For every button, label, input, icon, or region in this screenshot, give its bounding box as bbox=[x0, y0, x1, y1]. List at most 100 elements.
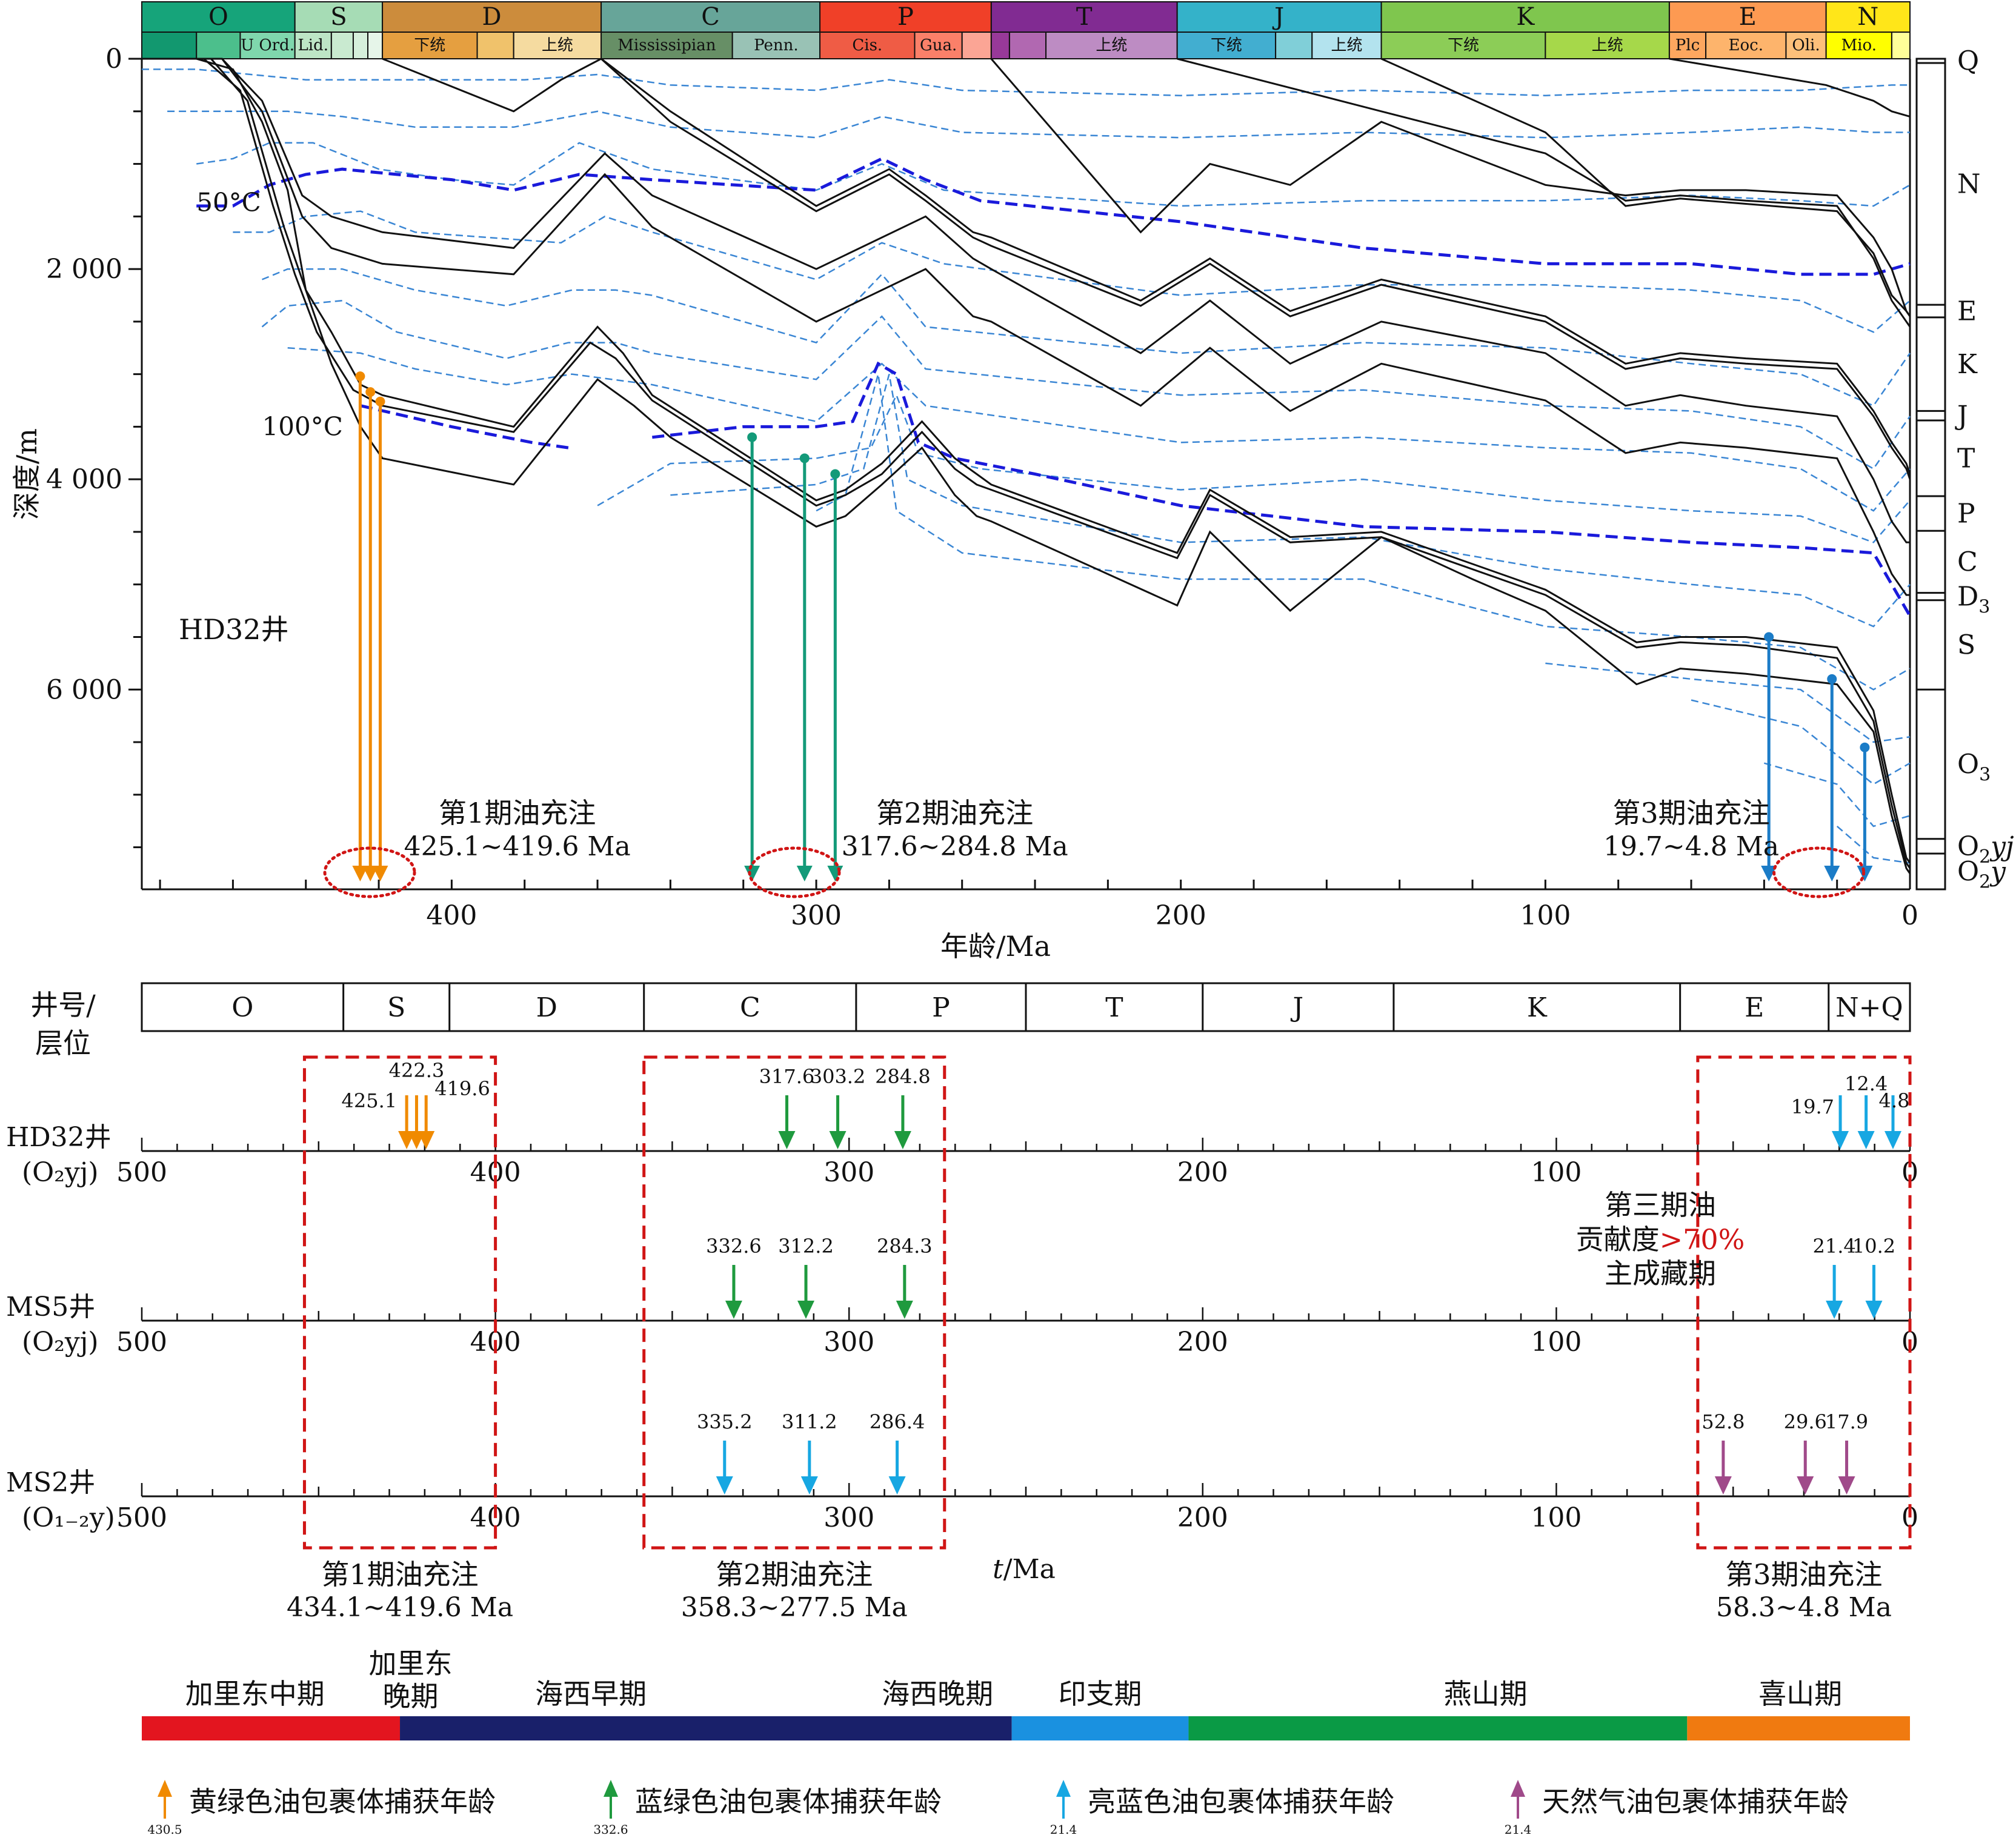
tectonic-segment bbox=[142, 1716, 401, 1740]
well-axis-tick-label: 200 bbox=[1177, 1327, 1228, 1358]
age-label: 419.6 bbox=[434, 1077, 490, 1100]
note-line3: 主成藏期 bbox=[1605, 1257, 1716, 1290]
header-label-line1: 井号/ bbox=[30, 989, 96, 1021]
charge-start-dot bbox=[1827, 674, 1837, 684]
legend-sub: 21.4 bbox=[1050, 1822, 1077, 1837]
tectonic-label: 海西晚期 bbox=[882, 1677, 993, 1710]
period-cell-O bbox=[141, 1, 296, 33]
epoch-cell bbox=[367, 32, 384, 59]
isotherm-line bbox=[816, 374, 1911, 691]
age-label: 317.6 bbox=[759, 1065, 815, 1088]
epoch-label: Mio. bbox=[1841, 36, 1877, 55]
period-header-J: J bbox=[1291, 992, 1304, 1023]
strat-label-O3: O3 bbox=[1957, 749, 1991, 785]
tectonic-segment bbox=[1188, 1716, 1688, 1740]
period-label-T: T bbox=[1076, 3, 1093, 31]
age-label: 284.3 bbox=[877, 1235, 933, 1258]
isotherm-line bbox=[670, 374, 1911, 628]
x-tick-label: 200 bbox=[1156, 900, 1206, 931]
phase-label: 第1期油充注 bbox=[439, 797, 596, 829]
epoch-label: Gua. bbox=[920, 36, 957, 55]
charge-window-label: 第3期油充注 bbox=[1725, 1558, 1882, 1591]
age-arrowhead bbox=[829, 1131, 847, 1149]
well-axis-tick-label: 500 bbox=[116, 1327, 167, 1358]
y-tick-label: 0 bbox=[105, 44, 122, 75]
burial-curve bbox=[1669, 58, 1911, 118]
period-header-D: D bbox=[536, 992, 557, 1023]
epoch-label: Mississipian bbox=[617, 36, 716, 55]
age-label: 332.6 bbox=[706, 1235, 762, 1258]
epoch-cell bbox=[1825, 32, 1892, 59]
period-label-E: E bbox=[1739, 3, 1757, 31]
period-label-S: S bbox=[330, 3, 347, 31]
well-axis-tick-label: 200 bbox=[1177, 1502, 1228, 1533]
epoch-cell bbox=[961, 32, 992, 59]
x-axis-label: 年龄/Ma bbox=[940, 930, 1051, 963]
legend: 430.5 黄绿色油包裹体捕获年龄 332.6 蓝绿色油包裹体捕获年龄 21.4 亮蓝色油… bbox=[147, 1780, 1849, 1837]
epoch-cell bbox=[196, 32, 241, 59]
y-tick-label: 6 000 bbox=[46, 674, 122, 705]
period-cell-N bbox=[1825, 1, 1911, 33]
charge-window-range: 434.1~419.6 Ma bbox=[287, 1592, 513, 1623]
age-label: 10.2 bbox=[1852, 1235, 1895, 1258]
isotherm-line bbox=[142, 68, 1910, 96]
tectonic-label: 加里东 bbox=[369, 1647, 453, 1680]
age-label: 4.8 bbox=[1879, 1089, 1910, 1112]
burial-curve bbox=[990, 58, 1911, 317]
age-arrowhead bbox=[1865, 1301, 1883, 1319]
epoch-label: Eoc. bbox=[1729, 36, 1763, 55]
tectonic-label: 喜山期 bbox=[1758, 1677, 1842, 1710]
charge-window-box bbox=[302, 1055, 497, 1550]
isotherm-line bbox=[597, 393, 1911, 543]
epoch-cell bbox=[990, 32, 1010, 59]
isotherm-line bbox=[167, 110, 1910, 139]
legend-arrowhead bbox=[604, 1780, 618, 1797]
note-line1: 第三期油 bbox=[1605, 1189, 1716, 1221]
age-label: 312.2 bbox=[778, 1235, 834, 1258]
period-label-P: P bbox=[897, 3, 914, 31]
period-header-S: S bbox=[387, 992, 405, 1023]
age-label: 335.2 bbox=[697, 1410, 753, 1433]
age-arrowhead bbox=[894, 1131, 911, 1149]
charge-start-dot bbox=[1764, 632, 1774, 642]
strat-column-box bbox=[1915, 58, 1946, 891]
period-header-K: K bbox=[1527, 992, 1548, 1023]
burial-curve bbox=[142, 58, 1911, 874]
well-axis-tick-label: 300 bbox=[823, 1157, 874, 1188]
epoch-cell bbox=[1380, 32, 1546, 59]
x-tick-label: 100 bbox=[1520, 900, 1571, 931]
epoch-label: Cis. bbox=[852, 36, 882, 55]
isotherm-line bbox=[287, 347, 1911, 512]
period-header-T: T bbox=[1105, 992, 1123, 1023]
strat-label-O2y: O2y bbox=[1957, 856, 2006, 892]
phase-label: 第2期油充注 bbox=[876, 797, 1033, 829]
epoch-label: Penn. bbox=[754, 36, 798, 55]
temperature-label: 50°C bbox=[196, 188, 261, 217]
epoch-label: 下统 bbox=[414, 36, 445, 55]
charge-arrowhead bbox=[1761, 866, 1777, 881]
isotherm-line bbox=[1545, 662, 1911, 743]
age-arrowhead bbox=[778, 1131, 796, 1149]
period-cell-J bbox=[1176, 1, 1382, 33]
age-arrowhead bbox=[725, 1301, 742, 1319]
age-label: 17.9 bbox=[1825, 1410, 1868, 1433]
tectonic-segment bbox=[1687, 1716, 1910, 1740]
tectonic-label: 晚期 bbox=[383, 1680, 439, 1713]
epoch-cell bbox=[382, 32, 478, 59]
charge-start-dot bbox=[799, 453, 810, 463]
period-label-J: J bbox=[1272, 3, 1284, 31]
isotherm-main-line bbox=[360, 404, 569, 450]
period-label-D: D bbox=[482, 3, 502, 31]
burial-curve bbox=[142, 58, 1910, 543]
charge-start-dot bbox=[1860, 742, 1870, 752]
period-header-E: E bbox=[1745, 992, 1764, 1023]
age-arrowhead bbox=[1797, 1476, 1814, 1495]
epoch-label: Lid. bbox=[298, 36, 329, 55]
burial-curve bbox=[600, 58, 1911, 480]
charge-arrowhead bbox=[744, 866, 760, 881]
burial-curve bbox=[1380, 58, 1911, 317]
charge-window-range: 58.3~4.8 Ma bbox=[1716, 1592, 1892, 1623]
period-header-P: P bbox=[932, 992, 950, 1023]
strat-label-J: J bbox=[1955, 400, 1968, 431]
phase-range: 19.7~4.8 Ma bbox=[1603, 831, 1779, 862]
